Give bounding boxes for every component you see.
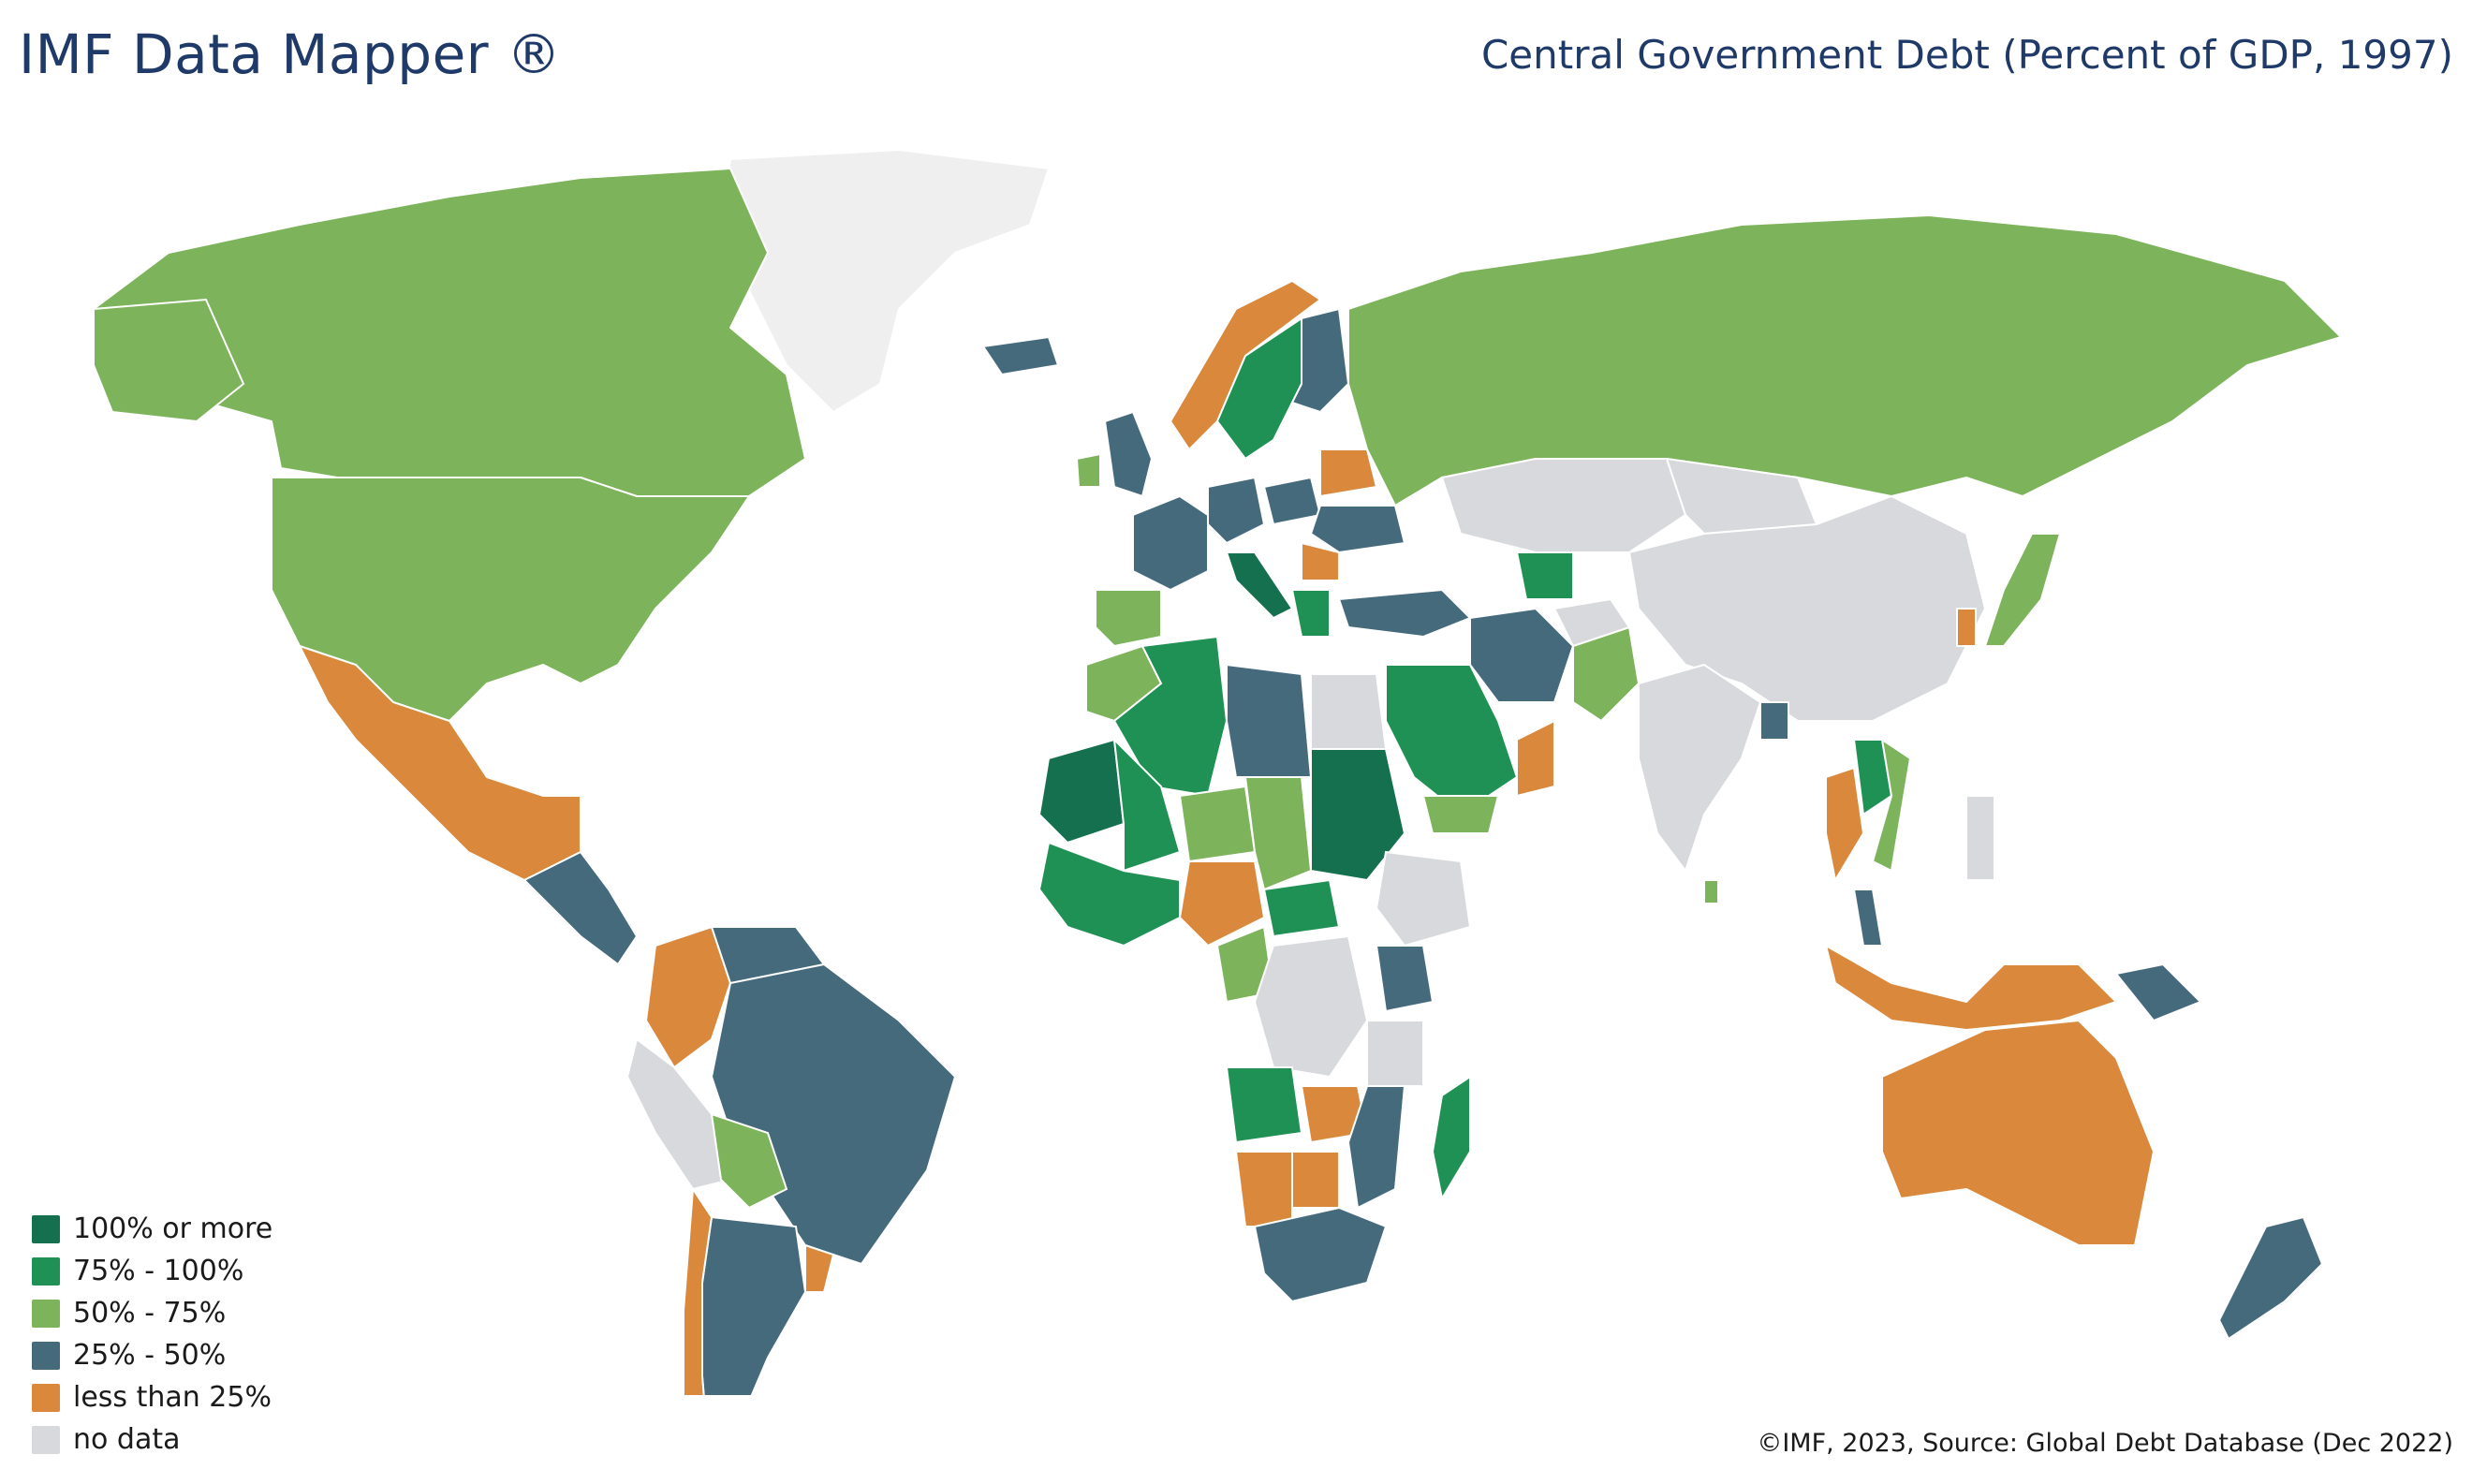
country-oman[interactable]	[1516, 719, 1555, 798]
country-italy[interactable]	[1225, 551, 1294, 620]
country-malaysia[interactable]	[1852, 889, 1884, 947]
country-uruguay[interactable]	[804, 1243, 835, 1293]
country-germany[interactable]	[1207, 476, 1266, 545]
country-iran[interactable]	[1469, 607, 1575, 703]
country-japan[interactable]	[1983, 533, 2062, 647]
country-mexico[interactable]	[298, 644, 581, 882]
country-turkey[interactable]	[1337, 588, 1472, 639]
legend-item[interactable]: no data	[32, 1418, 272, 1461]
country-finland[interactable]	[1290, 307, 1350, 414]
legend-label: 25% - 50%	[73, 1339, 227, 1372]
country-kenya[interactable]	[1375, 945, 1435, 1013]
legend-item[interactable]: less than 25%	[32, 1376, 272, 1418]
country-argentina[interactable]	[701, 1215, 807, 1395]
country-yemen[interactable]	[1421, 795, 1500, 834]
country-spain[interactable]	[1095, 589, 1162, 648]
country-bolivia[interactable]	[710, 1112, 788, 1210]
legend-swatch-50-75	[32, 1299, 60, 1328]
copyright-source: ©IMF, 2023, Source: Global Debt Database…	[1757, 1429, 2453, 1458]
country-sri-lanka[interactable]	[1703, 879, 1719, 904]
country-thailand[interactable]	[1825, 766, 1865, 883]
country-angola[interactable]	[1225, 1066, 1303, 1144]
country-namibia[interactable]	[1234, 1151, 1293, 1227]
legend-item[interactable]: 25% - 50%	[32, 1334, 272, 1376]
country-china[interactable]	[1627, 494, 1987, 722]
country-afghanistan[interactable]	[1552, 597, 1631, 648]
country-indonesia[interactable]	[1824, 943, 2118, 1032]
world-map-svg[interactable]	[56, 140, 2416, 1395]
legend-label: 50% - 75%	[73, 1297, 227, 1330]
app-title: IMF Data Mapper ®	[19, 22, 562, 86]
country-papua-new-guinea[interactable]	[2114, 962, 2202, 1022]
legend-label: 100% or more	[73, 1212, 273, 1245]
country-mauritania[interactable]	[1037, 738, 1126, 845]
legend-label: 75% - 100%	[73, 1255, 244, 1287]
legend-swatch-75-100	[32, 1256, 60, 1286]
country-central-america[interactable]	[522, 850, 639, 966]
country-romania[interactable]	[1301, 541, 1340, 581]
country-norway[interactable]	[1169, 279, 1322, 451]
country-drc[interactable]	[1253, 934, 1369, 1079]
country-egypt[interactable]	[1310, 673, 1388, 750]
country-vietnam[interactable]	[1871, 737, 1912, 873]
country-bangladesh[interactable]	[1759, 701, 1789, 741]
world-map[interactable]	[56, 140, 2416, 1395]
map-legend: 100% or more 75% - 100% 50% - 75% 25% - …	[32, 1208, 272, 1461]
legend-swatch-25-50	[32, 1341, 60, 1370]
country-uzbekistan[interactable]	[1515, 551, 1574, 600]
country-nigeria[interactable]	[1178, 860, 1266, 948]
country-west-africa[interactable]	[1037, 841, 1181, 948]
legend-label: no data	[73, 1423, 181, 1456]
legend-swatch-less-25	[32, 1383, 60, 1412]
country-ireland[interactable]	[1075, 452, 1101, 488]
legend-item[interactable]: 100% or more	[32, 1208, 272, 1250]
country-libya[interactable]	[1226, 663, 1313, 778]
country-brazil[interactable]	[710, 962, 957, 1266]
country-philippines[interactable]	[1965, 795, 1995, 881]
country-greece[interactable]	[1290, 589, 1331, 638]
country-australia[interactable]	[1881, 1019, 2156, 1246]
country-mali[interactable]	[1112, 737, 1182, 873]
country-algeria[interactable]	[1112, 635, 1229, 798]
country-india[interactable]	[1638, 663, 1762, 874]
map-title: Central Government Debt (Percent of GDP,…	[1480, 32, 2453, 78]
country-france[interactable]	[1132, 494, 1209, 592]
country-car[interactable]	[1262, 878, 1341, 938]
legend-item[interactable]: 50% - 75%	[32, 1292, 272, 1334]
country-belarus[interactable]	[1319, 448, 1378, 498]
country-russia[interactable]	[1347, 213, 2343, 507]
country-south-korea[interactable]	[1956, 608, 1977, 647]
country-new-zealand[interactable]	[2217, 1215, 2324, 1341]
legend-label: less than 25%	[73, 1381, 272, 1414]
country-south-africa[interactable]	[1253, 1206, 1388, 1303]
legend-item[interactable]: 75% - 100%	[32, 1250, 272, 1292]
country-usa-alaska[interactable]	[93, 298, 245, 423]
country-tanzania[interactable]	[1366, 1020, 1424, 1087]
legend-swatch-no-data	[32, 1425, 60, 1454]
country-ukraine[interactable]	[1309, 505, 1406, 554]
country-kazakhstan[interactable]	[1440, 458, 1687, 553]
country-canada[interactable]	[92, 167, 807, 497]
country-ethiopia[interactable]	[1375, 850, 1472, 948]
country-chad[interactable]	[1243, 776, 1313, 891]
country-niger[interactable]	[1178, 785, 1257, 863]
country-uk[interactable]	[1103, 410, 1154, 498]
country-botswana[interactable]	[1291, 1151, 1340, 1209]
country-poland[interactable]	[1262, 476, 1322, 526]
country-chile[interactable]	[683, 1186, 714, 1395]
country-madagascar[interactable]	[1431, 1075, 1471, 1201]
country-iceland[interactable]	[981, 335, 1060, 376]
country-peru[interactable]	[625, 1037, 732, 1191]
legend-swatch-100-plus	[32, 1214, 60, 1243]
country-mozambique[interactable]	[1346, 1085, 1406, 1210]
